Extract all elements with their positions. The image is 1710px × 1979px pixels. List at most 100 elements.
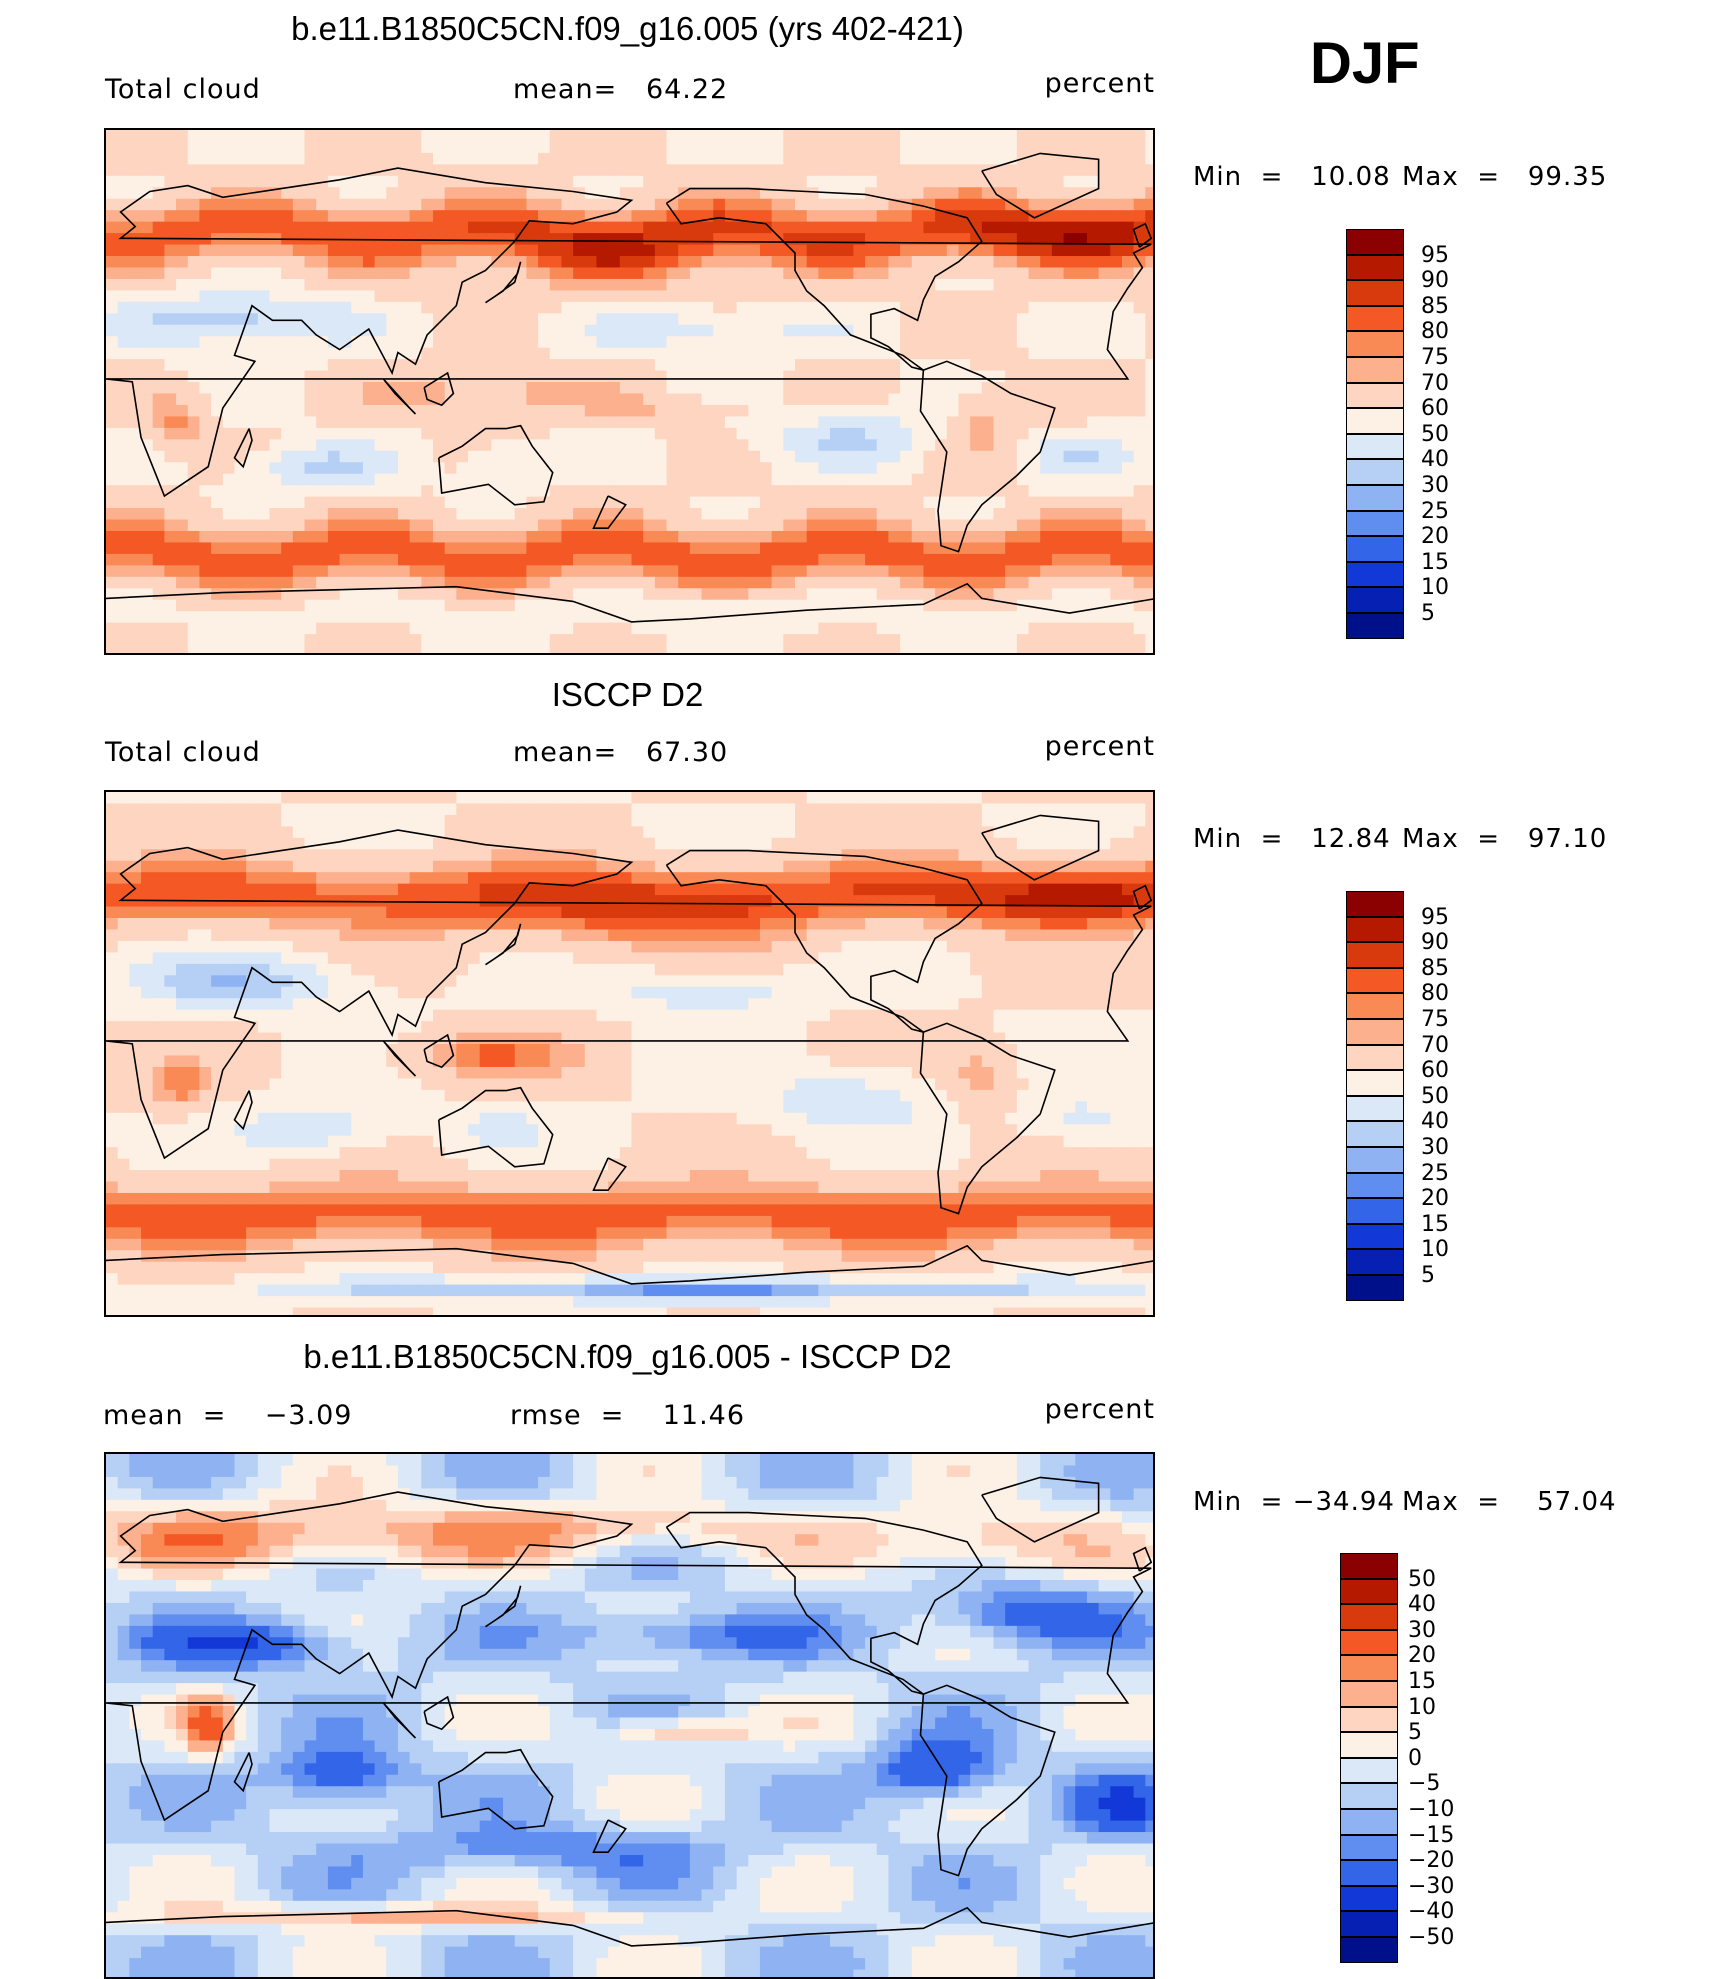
field-cell [258, 325, 270, 337]
field-cell [1087, 256, 1099, 268]
field-cell [818, 141, 830, 153]
field-cell [1087, 141, 1099, 153]
field-cell [293, 815, 305, 827]
field-cell [258, 371, 270, 383]
panel-1-center-label: mean= 64.22 [513, 74, 728, 105]
field-cell [842, 872, 854, 884]
field-cell [526, 279, 538, 291]
field-cell [421, 588, 433, 600]
field-cell [258, 554, 270, 566]
field-cell [1122, 474, 1134, 486]
field-cell [445, 416, 457, 428]
field-cell [363, 394, 375, 406]
field-cell [141, 611, 153, 623]
field-cell [842, 803, 854, 815]
field-cell [223, 302, 235, 314]
field-cell [1017, 187, 1029, 199]
field-cell [1145, 462, 1155, 474]
field-cell [223, 520, 235, 532]
field-cell [176, 348, 188, 360]
field-cell [293, 439, 305, 451]
field-cell [305, 872, 317, 884]
field-cell [456, 600, 468, 612]
field-cell [632, 394, 644, 406]
field-cell [421, 313, 433, 325]
field-cell [141, 634, 153, 646]
field-cell [258, 508, 270, 520]
field-cell [456, 565, 468, 577]
field-cell [1099, 245, 1111, 257]
field-cell [678, 600, 690, 612]
field-cell [783, 623, 795, 635]
field-cell [164, 279, 176, 291]
field-cell [865, 439, 877, 451]
field-cell [188, 199, 200, 211]
field-cell [690, 336, 702, 348]
field-cell [480, 826, 492, 838]
field-cell [281, 462, 293, 474]
field-cell [958, 815, 970, 827]
field-cell [468, 382, 480, 394]
field-cell [830, 884, 842, 896]
field-cell [877, 210, 889, 222]
field-cell [830, 634, 842, 646]
field-cell [783, 164, 795, 176]
field-cell [538, 439, 550, 451]
field-cell [853, 588, 865, 600]
field-cell [1064, 428, 1076, 440]
field-cell [305, 600, 317, 612]
field-cell [1087, 176, 1099, 188]
field-cell [363, 348, 375, 360]
field-cell [842, 497, 854, 509]
field-cell [760, 394, 772, 406]
field-cell [573, 279, 585, 291]
field-cell [1052, 554, 1064, 566]
field-cell [176, 462, 188, 474]
field-cell [1110, 520, 1122, 532]
field-cell [888, 439, 900, 451]
field-cell [818, 394, 830, 406]
field-cell [620, 646, 632, 655]
field-cell [958, 485, 970, 497]
field-cell [456, 371, 468, 383]
field-cell [246, 803, 258, 815]
field-cell [713, 623, 725, 635]
field-cell [1110, 428, 1122, 440]
field-cell [760, 792, 772, 804]
field-cell [141, 348, 153, 360]
field-cell [655, 394, 667, 406]
field-cell [118, 336, 130, 348]
field-cell [561, 279, 573, 291]
field-cell [328, 508, 340, 520]
field-cell [1087, 164, 1099, 176]
field-cell [888, 405, 900, 417]
field-cell [830, 497, 842, 509]
field-cell [468, 348, 480, 360]
field-cell [118, 497, 130, 509]
field-cell [480, 646, 492, 655]
field-cell [1087, 348, 1099, 360]
field-cell [994, 336, 1006, 348]
field-cell [480, 554, 492, 566]
field-cell [129, 336, 141, 348]
field-cell [1017, 884, 1029, 896]
field-cell [655, 485, 667, 497]
field-cell [783, 815, 795, 827]
field-cell [188, 554, 200, 566]
field-cell [328, 497, 340, 509]
field-cell [678, 210, 690, 222]
field-cell [608, 153, 620, 165]
field-cell [1064, 588, 1076, 600]
field-cell [1134, 485, 1146, 497]
field-cell [351, 634, 363, 646]
field-cell [351, 210, 363, 222]
field-cell [865, 634, 877, 646]
field-cell [667, 838, 679, 850]
field-cell [176, 302, 188, 314]
field-cell [503, 325, 515, 337]
field-cell [421, 600, 433, 612]
field-cell [305, 256, 317, 268]
field-cell [433, 508, 445, 520]
field-cell [550, 302, 562, 314]
field-cell [888, 462, 900, 474]
